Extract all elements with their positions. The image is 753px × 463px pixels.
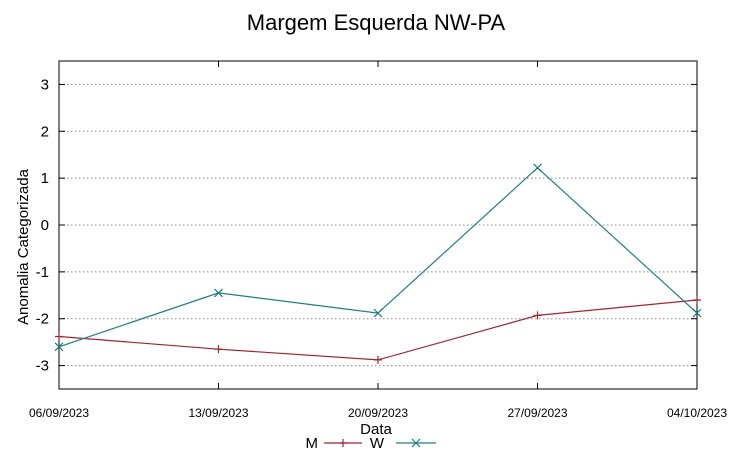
legend-label: W <box>370 435 385 452</box>
y-tick-label: 1 <box>41 170 49 187</box>
y-tick-label: -1 <box>36 264 49 281</box>
x-tick-label: 13/09/2023 <box>188 406 248 420</box>
legend-item-M: M <box>306 435 362 452</box>
y-axis-ticks: 3 2 1 0 -1 -2 -3 <box>36 76 697 375</box>
data-point <box>54 342 64 352</box>
legend-marker <box>339 439 347 447</box>
x-tick-label: 06/09/2023 <box>29 406 89 420</box>
plot-frame <box>58 60 698 390</box>
x-axis-ticks: 06/09/2023 13/09/2023 20/09/2023 27/09/2023… <box>29 61 727 420</box>
data-point <box>55 332 63 341</box>
x-tick-label: 27/09/2023 <box>507 406 567 420</box>
grid-lines <box>59 83 697 367</box>
data-point <box>214 345 223 354</box>
series-lines <box>54 163 702 364</box>
legend-marker <box>411 438 421 448</box>
data-point <box>533 311 542 320</box>
data-point <box>533 163 542 173</box>
data-point <box>374 355 382 364</box>
legend-item-W: W <box>370 435 436 452</box>
data-point <box>373 308 383 318</box>
x-tick-label: 04/10/2023 <box>667 406 727 420</box>
x-axis-label: Data <box>360 421 392 438</box>
data-point <box>693 295 701 304</box>
chart-title: Margem Esquerda NW-PA <box>247 10 506 35</box>
x-tick-label: 20/09/2023 <box>348 406 408 420</box>
series-line-W <box>58 166 698 348</box>
data-point <box>214 288 223 298</box>
legend-label: M <box>306 435 319 452</box>
series-line-M <box>58 299 698 361</box>
y-tick-label: 3 <box>41 76 49 93</box>
y-axis-label: Anomalia Categorizada <box>15 168 32 325</box>
series-W <box>54 163 702 352</box>
y-tick-label: -3 <box>36 358 49 375</box>
data-point <box>692 308 702 318</box>
y-tick-label: 2 <box>41 123 49 140</box>
y-tick-label: 0 <box>41 217 49 234</box>
y-tick-label: -2 <box>36 311 49 328</box>
series-M <box>55 295 701 364</box>
